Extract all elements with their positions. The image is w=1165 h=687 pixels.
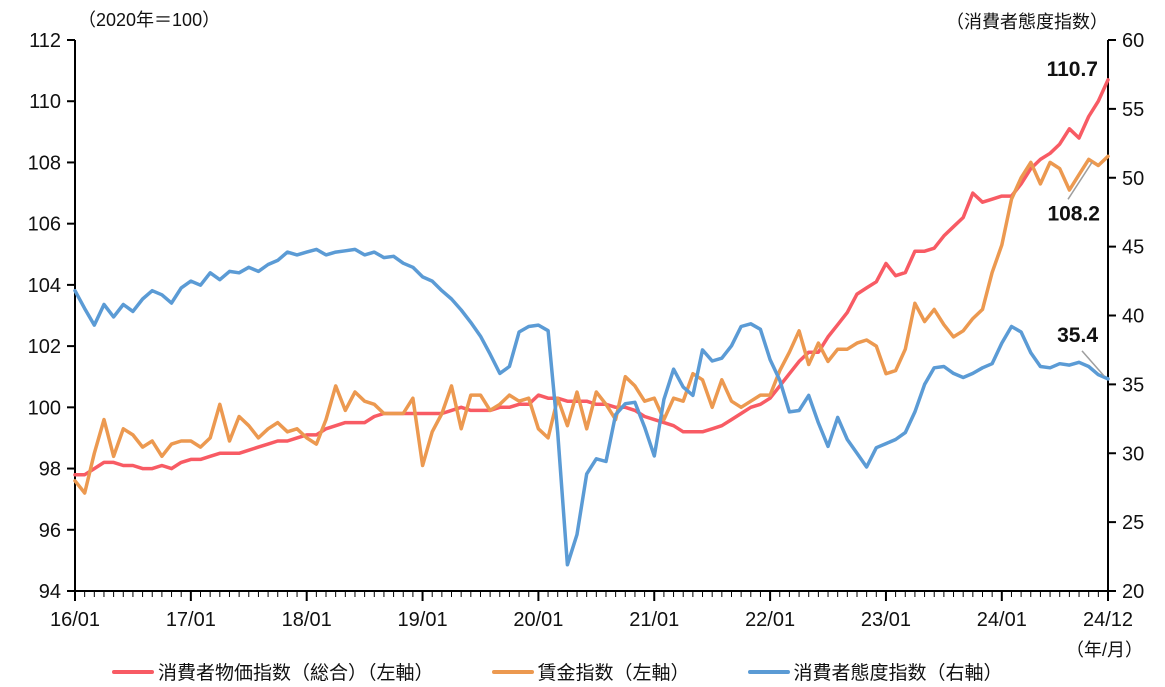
- right-axis-tick-label: 35: [1122, 374, 1144, 396]
- x-axis-tick-label: 24/12: [1083, 609, 1133, 631]
- left-axis-tick-label: 108: [28, 152, 61, 174]
- left-axis-unit-label: （2020年＝100）: [78, 10, 221, 30]
- left-axis-tick-label: 106: [28, 214, 61, 236]
- x-axis-tick-label: 19/01: [398, 609, 448, 631]
- left-axis-tick-label: 98: [39, 459, 61, 481]
- x-axis-tick-label: 20/01: [513, 609, 563, 631]
- x-axis-tick-label: 23/01: [861, 609, 911, 631]
- x-axis-unit-label: （年/月）: [1065, 640, 1143, 660]
- sentiment-end-value-label: 35.4: [1057, 324, 1098, 347]
- left-axis-tick-label: 96: [39, 520, 61, 542]
- legend-item-cpi: 消費者物価指数（総合）（左軸）: [112, 658, 434, 685]
- wage-leader-line: [1067, 161, 1093, 200]
- right-axis-tick-label: 60: [1122, 30, 1144, 52]
- chart-legend: 消費者物価指数（総合）（左軸） 賃金指数（左軸） 消費者態度指数（右軸）: [112, 658, 1003, 685]
- right-axis-tick-label: 40: [1122, 306, 1144, 328]
- x-axis-tick-label: 24/01: [977, 609, 1027, 631]
- right-axis-tick-label: 45: [1122, 237, 1144, 259]
- legend-label-cpi: 消費者物価指数（総合）（左軸）: [158, 663, 434, 684]
- x-axis-tick-label: 17/01: [166, 609, 216, 631]
- cpi-end-value-label: 110.7: [1047, 58, 1098, 81]
- wage-end-value-label: 108.2: [1047, 202, 1100, 225]
- right-axis-tick-label: 25: [1122, 512, 1144, 534]
- left-axis-tick-label: 110: [29, 91, 61, 113]
- right-axis-tick-label: 30: [1122, 443, 1144, 465]
- left-axis-tick-label: 104: [28, 275, 61, 297]
- legend-item-sentiment: 消費者態度指数（右軸）: [747, 658, 1003, 685]
- legend-swatch-sentiment: [747, 669, 790, 674]
- legend-swatch-wage: [491, 669, 534, 674]
- right-axis-tick-label: 20: [1122, 581, 1144, 603]
- left-axis-tick-label: 112: [29, 30, 61, 52]
- x-axis-tick-label: 18/01: [282, 609, 332, 631]
- sentiment-leader-line: [1081, 350, 1105, 377]
- left-axis-tick-label: 102: [28, 336, 61, 358]
- legend-item-wage: 賃金指数（左軸）: [491, 658, 690, 685]
- x-axis-tick-label: 22/01: [745, 609, 795, 631]
- legend-label-wage: 賃金指数（左軸）: [537, 663, 690, 684]
- sentiment-series-line: [73, 247, 1110, 567]
- cpi-series-line: [73, 78, 1110, 477]
- left-axis-tick-label: 100: [28, 397, 61, 419]
- left-axis-tick-label: 94: [39, 581, 61, 603]
- legend-swatch-cpi: [112, 669, 154, 674]
- right-axis-tick-label: 55: [1122, 99, 1144, 121]
- right-axis-tick-label: 50: [1122, 168, 1144, 190]
- legend-label-sentiment: 消費者態度指数（右軸）: [793, 663, 1003, 684]
- x-axis-tick-label: 21/01: [629, 609, 679, 631]
- wage-series-line: [73, 154, 1110, 495]
- right-axis-unit-label: （消費者態度指数）: [946, 12, 1108, 32]
- x-axis-tick-label: 16/01: [50, 609, 100, 631]
